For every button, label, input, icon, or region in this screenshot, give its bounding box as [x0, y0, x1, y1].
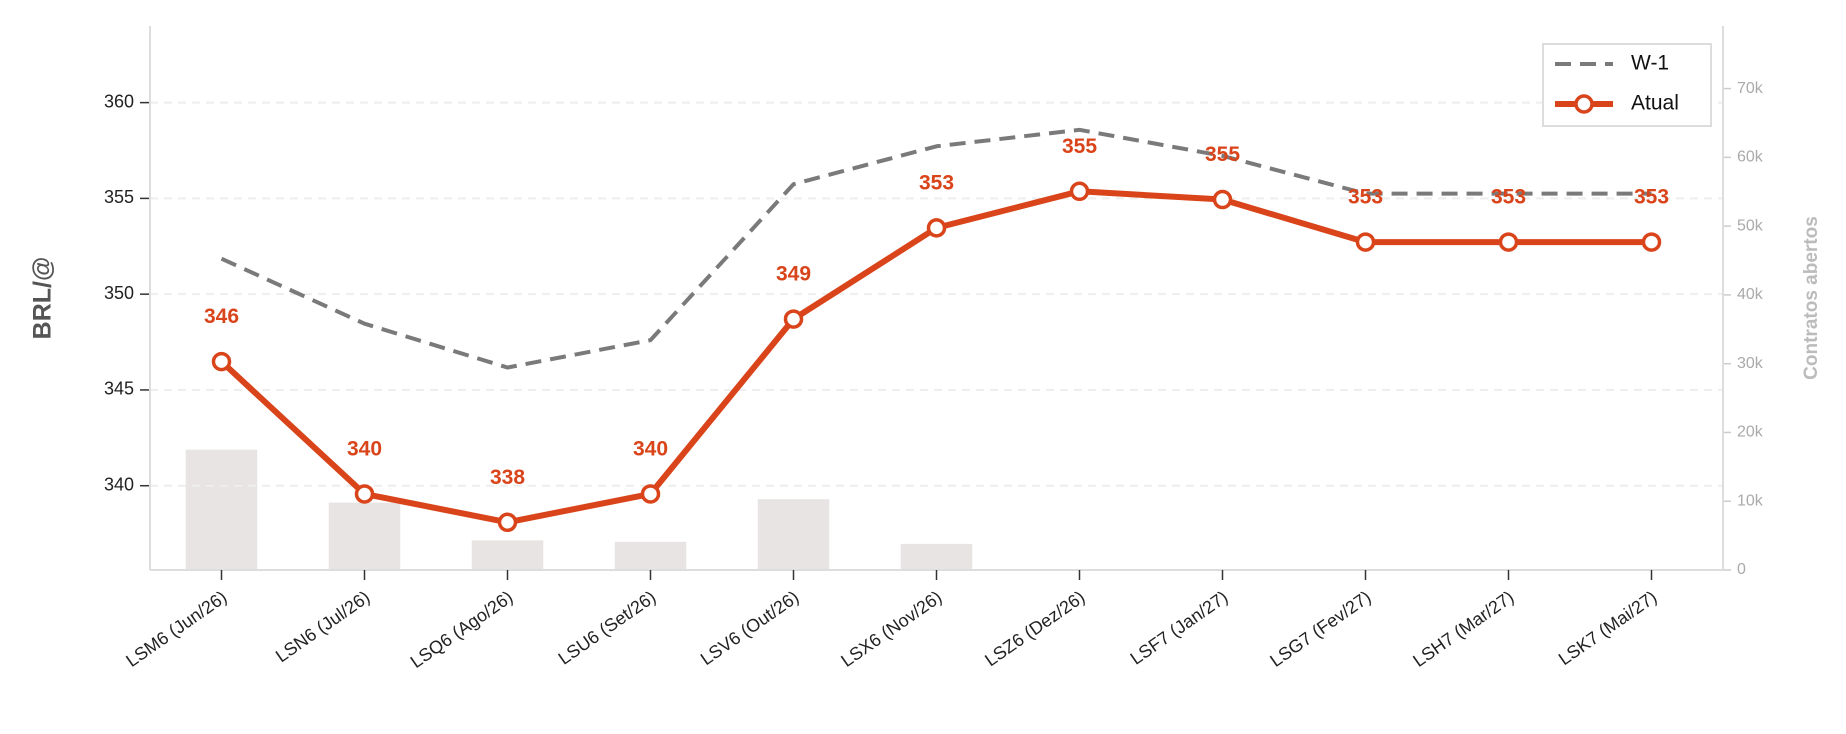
bar — [328, 502, 401, 570]
data-label: 349 — [776, 263, 811, 286]
data-label: 340 — [633, 438, 668, 461]
y2-tick-label: 50k — [1737, 217, 1764, 234]
y-tick-label: 355 — [104, 187, 134, 207]
point — [926, 218, 947, 238]
x-tick-label: LSU6 (Set/26) — [555, 587, 660, 669]
bar — [757, 499, 830, 570]
y2-tick-label: 60k — [1737, 149, 1764, 166]
data-label: 346 — [204, 305, 239, 328]
y-tick-label: 350 — [104, 283, 134, 303]
data-label: 353 — [1634, 186, 1669, 209]
point — [1069, 181, 1090, 202]
point — [1498, 232, 1519, 252]
x-tick-label: LSV6 (Out/26) — [697, 587, 803, 669]
data-label: 338 — [490, 466, 525, 489]
data-label: 353 — [1491, 186, 1526, 209]
y-tick-label: 360 — [104, 91, 134, 111]
y2-tick-label: 40k — [1737, 286, 1764, 303]
x-tick-label: LSK7 (Mai/27) — [1555, 587, 1661, 669]
x-tick-label: LSG7 (Fev/27) — [1266, 587, 1374, 671]
bar — [614, 541, 687, 570]
x-tick-label: LSN6 (Jul/26) — [272, 587, 374, 667]
legend-marker — [1574, 94, 1594, 114]
y2-tick-label: 70k — [1737, 80, 1764, 97]
data-label: 353 — [1348, 186, 1383, 209]
point — [211, 351, 232, 372]
y2-tick-label: 20k — [1737, 424, 1764, 441]
x-tick-label: LSZ6 (Dez/26) — [981, 587, 1088, 671]
bar — [471, 540, 544, 570]
data-label: 355 — [1062, 135, 1097, 158]
y2-tick-label: 0 — [1737, 561, 1746, 578]
data-label: 355 — [1205, 143, 1240, 166]
data-label: 353 — [919, 171, 954, 194]
legend-label: W-1 — [1631, 52, 1669, 75]
legend-box — [1542, 43, 1712, 127]
x-tick-label: LSX6 (Nov/26) — [837, 587, 945, 671]
point — [783, 309, 804, 329]
x-tick-label: LSF7 (Jan/27) — [1127, 587, 1232, 669]
series-line — [220, 127, 1652, 370]
y2-tick-label: 30k — [1737, 355, 1764, 372]
y-tick-label: 345 — [104, 379, 134, 399]
y2-tick-label: 10k — [1737, 492, 1764, 509]
y-axis-label: BRL/@ — [29, 257, 57, 340]
x-tick-label: LSQ6 (Ago/26) — [407, 587, 517, 672]
legend-label: Atual — [1631, 92, 1679, 115]
point — [640, 484, 661, 504]
data-label: 340 — [347, 438, 382, 461]
bar — [185, 449, 258, 570]
series-line — [219, 188, 1652, 526]
y2-axis-label: Contratos abertos — [1801, 216, 1822, 380]
bar — [900, 543, 973, 570]
x-tick-label: LSH7 (Mar/27) — [1409, 587, 1517, 671]
x-tick-label: LSM6 (Jun/26) — [122, 587, 230, 671]
point — [354, 484, 375, 504]
point — [497, 512, 518, 533]
y-tick-label: 340 — [104, 474, 134, 494]
point — [1355, 232, 1376, 252]
point — [1212, 189, 1233, 210]
point — [1641, 232, 1662, 252]
